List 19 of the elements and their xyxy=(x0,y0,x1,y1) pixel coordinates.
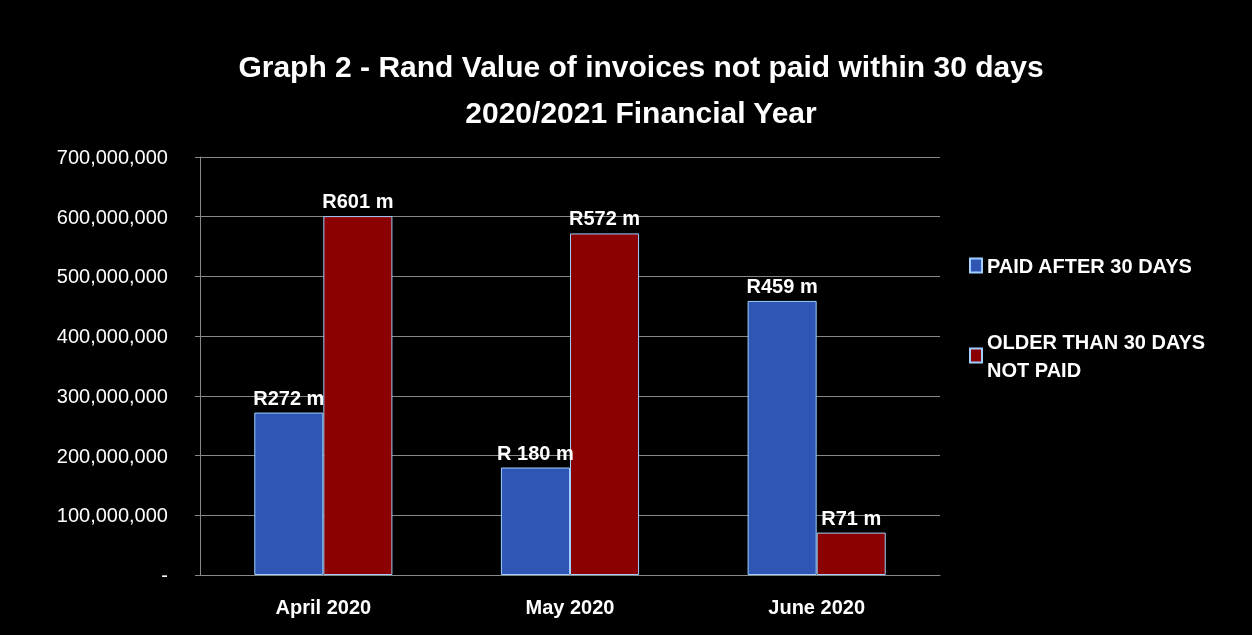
y-tick-label: 700,000,000 xyxy=(56,146,168,168)
data-label: R601 m xyxy=(322,190,394,213)
y-tick-label: 100,000,000 xyxy=(56,504,168,527)
y-tick-label: 400,000,000 xyxy=(56,325,168,348)
x-tick-label: June 2020 xyxy=(768,596,866,618)
y-tick-label: - xyxy=(161,564,168,586)
data-label: R459 m xyxy=(746,274,818,297)
data-label: R71 m xyxy=(821,506,882,529)
y-tick-label: 600,000,000 xyxy=(56,205,168,228)
x-tick-label: April 2020 xyxy=(275,596,372,618)
y-tick-label: 200,000,000 xyxy=(56,444,168,467)
chart-title: Graph 2 - Rand Value of invoices not paid within 30 days 2020/2021 Financial Year xyxy=(238,49,1044,129)
data-label: R272 m xyxy=(253,386,325,409)
legend-label: OLDER THAN 30 DAYS NOT PAID xyxy=(987,330,1211,381)
legend-label: PAID AFTER 30 DAYS xyxy=(987,254,1192,277)
x-tick-label: May 2020 xyxy=(525,596,615,618)
y-tick-label: 300,000,000 xyxy=(56,384,168,407)
data-label: R572 m xyxy=(568,207,641,230)
y-tick-label: 500,000,000 xyxy=(56,265,168,288)
